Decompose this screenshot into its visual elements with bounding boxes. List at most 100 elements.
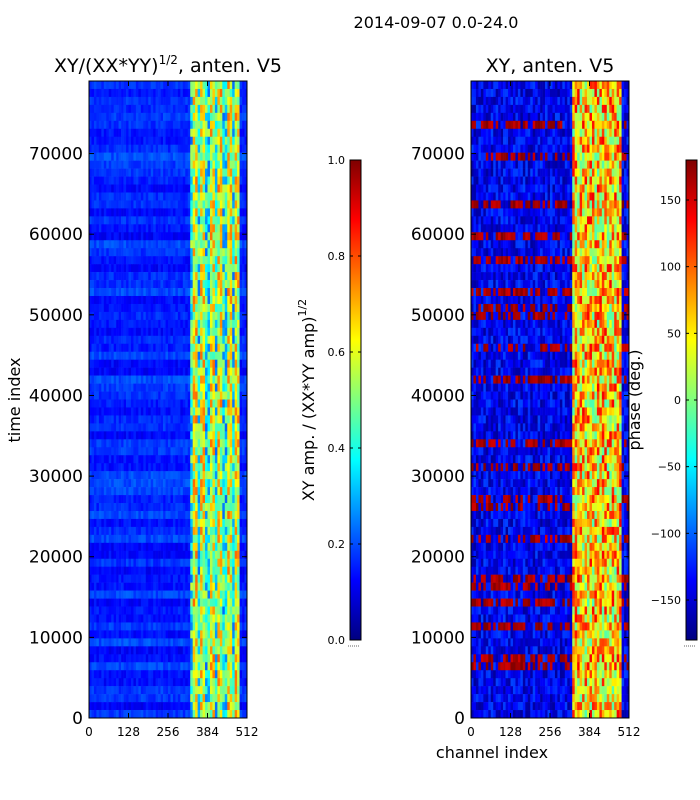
heatmap-cell	[89, 240, 92, 249]
heatmap-cell	[209, 399, 213, 408]
heatmap-cell	[118, 351, 122, 360]
heatmap-cell	[192, 136, 196, 145]
heatmap-cell	[106, 375, 110, 384]
heatmap-cell	[89, 646, 92, 655]
heatmap-cell	[155, 495, 159, 504]
heatmap-cell	[98, 487, 102, 496]
heatmap-cell	[170, 487, 174, 496]
heatmap-cell	[222, 367, 226, 376]
heatmap-cell	[98, 136, 102, 145]
heatmap-cell	[172, 168, 176, 177]
heatmap-cell	[116, 439, 119, 448]
heatmap-cell	[145, 622, 149, 631]
heatmap-cell	[195, 96, 198, 106]
heatmap-cell	[148, 455, 152, 464]
heatmap-cell	[103, 375, 107, 384]
heatmap-cell	[155, 367, 159, 376]
heatmap-cell	[209, 471, 213, 480]
heatmap-cell	[224, 542, 228, 552]
heatmap-cell	[187, 423, 191, 432]
heatmap-cell	[175, 455, 179, 464]
heatmap-cell	[111, 463, 114, 472]
heatmap-cell	[128, 224, 132, 233]
heatmap-cell	[190, 104, 193, 114]
heatmap-cell	[190, 295, 193, 305]
heatmap-cell	[239, 550, 243, 560]
heatmap-cell	[160, 343, 164, 353]
heatmap-cell	[96, 311, 100, 321]
heatmap-cell	[135, 391, 139, 400]
heatmap-cell	[190, 590, 193, 599]
heatmap-cell	[185, 81, 189, 90]
heatmap-cell	[106, 208, 110, 217]
heatmap-cell	[205, 335, 208, 345]
heatmap-cell	[126, 280, 129, 289]
heatmap-cell	[148, 224, 152, 233]
heatmap-cell	[192, 295, 196, 305]
heatmap-cell	[237, 240, 240, 249]
heatmap-cell	[237, 694, 240, 703]
heatmap-cell	[177, 327, 181, 337]
heatmap-cell	[237, 112, 240, 122]
heatmap-cell	[234, 216, 238, 225]
heatmap-cell	[177, 295, 181, 305]
heatmap-cell	[103, 622, 107, 631]
heatmap-cell	[219, 383, 223, 392]
heatmap-cell	[140, 415, 144, 424]
heatmap-cell	[118, 463, 122, 472]
heatmap-cell	[217, 248, 221, 257]
heatmap-cell	[212, 160, 216, 169]
heatmap-cell	[135, 184, 139, 193]
heatmap-cell	[111, 479, 114, 488]
heatmap-cell	[153, 232, 156, 241]
heatmap-cell	[116, 431, 119, 440]
heatmap-cell	[234, 96, 238, 106]
heatmap-cell	[232, 622, 235, 631]
heatmap-cell	[123, 367, 127, 376]
heatmap-cell	[197, 606, 201, 615]
heatmap-cell	[150, 335, 154, 345]
heatmap-cell	[155, 463, 159, 472]
heatmap-cell	[180, 566, 184, 575]
heatmap-cell	[93, 327, 97, 337]
heatmap-cell	[126, 399, 129, 408]
heatmap-cell	[93, 550, 97, 560]
heatmap-cell	[148, 81, 152, 90]
heatmap-cell	[113, 423, 117, 432]
heatmap-cell	[190, 200, 193, 209]
heatmap-cell	[111, 112, 114, 122]
heatmap-cell	[155, 81, 159, 90]
heatmap-cell	[133, 471, 137, 480]
heatmap-cell	[182, 495, 186, 504]
heatmap-cell	[126, 574, 129, 583]
heatmap-cell	[185, 646, 189, 655]
heatmap-cell	[229, 280, 233, 289]
heatmap-cell	[150, 208, 154, 217]
heatmap-cell	[101, 152, 105, 161]
heatmap-cell	[143, 184, 147, 193]
heatmap-cell	[133, 295, 137, 305]
heatmap-cell	[163, 630, 166, 639]
heatmap-cell	[227, 582, 231, 591]
heatmap-cell	[108, 96, 112, 106]
heatmap-cell	[91, 407, 95, 416]
heatmap-cell	[229, 550, 233, 560]
heatmap-cell	[143, 670, 147, 679]
heatmap-cell	[222, 264, 226, 273]
heatmap-cell	[168, 439, 171, 448]
heatmap-cell	[170, 622, 174, 631]
heatmap-cell	[187, 288, 191, 297]
heatmap-cell	[219, 487, 223, 496]
heatmap-cell	[96, 447, 100, 456]
heatmap-cell	[229, 311, 233, 321]
heatmap-cell	[93, 88, 97, 98]
heatmap-cell	[170, 638, 174, 647]
heatmap-cell	[91, 598, 95, 607]
heatmap-cell	[207, 224, 211, 233]
heatmap-cell	[153, 112, 156, 122]
heatmap-cell	[123, 606, 127, 615]
heatmap-cell	[89, 415, 92, 424]
heatmap-cell	[170, 375, 174, 384]
heatmap-cell	[234, 264, 238, 273]
heatmap-cell	[101, 200, 105, 209]
